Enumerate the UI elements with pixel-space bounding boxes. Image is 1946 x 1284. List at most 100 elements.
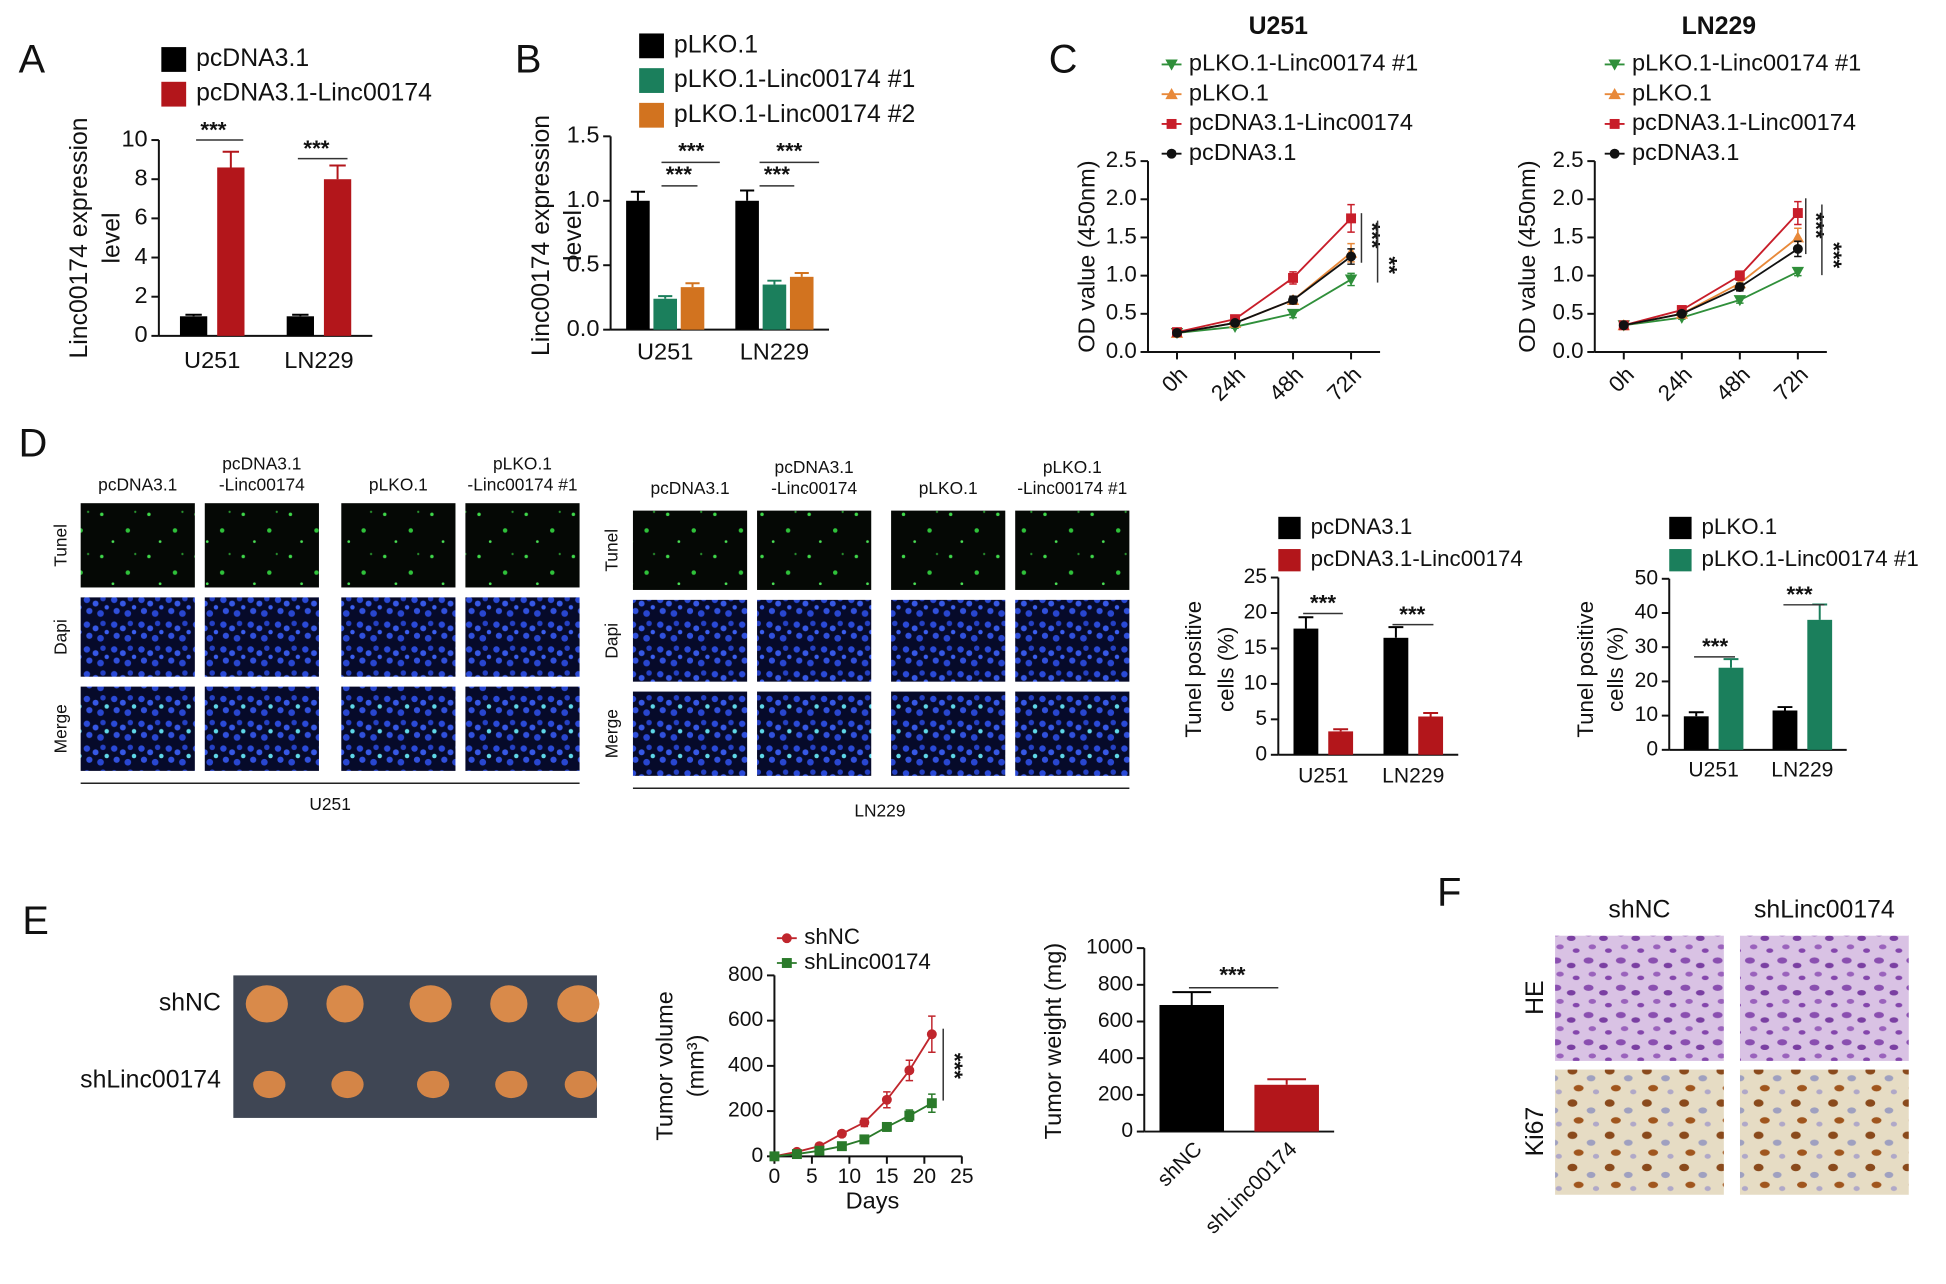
y-tick-label: 20 — [1635, 669, 1658, 692]
y-tick-label: 200 — [728, 1099, 763, 1122]
marker — [926, 1098, 937, 1109]
row-label: Merge — [51, 704, 71, 753]
x-tick-label: U251 — [1298, 765, 1348, 788]
marker — [1734, 270, 1745, 281]
y-axis-label: level — [98, 212, 125, 263]
error-bar — [685, 282, 700, 288]
legend-label: pcDNA3.1 — [1632, 139, 1739, 165]
legend-label: pLKO.1-Linc00174 #1 — [1189, 50, 1418, 76]
y-axis-label: level — [560, 210, 587, 261]
legend-swatch — [1278, 549, 1301, 572]
x-tick-label: U251 — [1688, 758, 1738, 781]
legend-swatch — [161, 47, 187, 72]
series-line — [1176, 255, 1352, 334]
marker — [1618, 320, 1629, 331]
tumor — [331, 1070, 364, 1099]
series-line — [1623, 212, 1799, 327]
y-axis-label: Tumor volume — [652, 991, 678, 1141]
marker — [926, 1029, 937, 1040]
group-label: LN229 — [854, 800, 905, 820]
column-label: -Linc00174 — [771, 478, 857, 498]
column-label: pLKO.1 — [1043, 457, 1102, 477]
panel-letter: D — [19, 422, 48, 466]
y-tick-label: 5 — [1255, 707, 1267, 730]
marker — [1230, 318, 1240, 328]
column-label: -Linc00174 #1 — [467, 474, 577, 494]
y-tick-label: 2 — [135, 282, 148, 308]
y-tick-label: 1.5 — [1106, 223, 1137, 248]
error-bar — [794, 271, 809, 277]
micrograph — [1015, 599, 1130, 682]
bar — [626, 200, 650, 330]
column-label: pLKO.1 — [919, 478, 978, 498]
error-bar — [222, 150, 240, 168]
column-label: pLKO.1 — [369, 474, 428, 494]
y-tick-label: 0.0 — [1106, 338, 1137, 363]
significance: *** — [1219, 963, 1245, 988]
legend-label: pLKO.1 — [674, 31, 758, 58]
error-bar — [767, 279, 782, 285]
bar — [1418, 716, 1444, 755]
marker — [1165, 59, 1178, 71]
chart-title: LN229 — [1682, 13, 1756, 40]
marker — [814, 1145, 825, 1156]
y-tick-label: 600 — [1098, 1009, 1133, 1032]
x-tick-label: shLinc00174 — [1201, 1137, 1302, 1238]
tumor — [245, 985, 288, 1023]
marker — [1609, 148, 1620, 159]
series-line — [1623, 270, 1799, 327]
micrograph — [1015, 691, 1130, 776]
y-tick-label: 1.5 — [567, 122, 600, 148]
tumor — [564, 1070, 597, 1099]
y-tick-label: 600 — [728, 1008, 763, 1031]
marker — [881, 1094, 892, 1105]
marker — [836, 1141, 847, 1152]
y-tick-label: 0 — [135, 321, 148, 347]
marker — [1676, 308, 1687, 319]
micrograph — [891, 691, 1006, 776]
error-bar — [1688, 711, 1704, 717]
bar — [286, 316, 314, 336]
y-axis-label: Linc00174 expression — [528, 115, 555, 356]
bar — [217, 167, 245, 336]
bar — [1293, 628, 1319, 755]
y-tick-label: 10 — [121, 125, 147, 151]
marker — [1608, 59, 1621, 71]
marker — [1791, 231, 1805, 243]
significance: *** — [1787, 582, 1813, 607]
bar — [1683, 716, 1709, 750]
x-axis-label: Days — [846, 1187, 900, 1213]
y-tick-label: 6 — [135, 204, 148, 230]
chart-title: U251 — [1249, 13, 1309, 40]
y-tick-label: 0 — [1646, 737, 1658, 760]
x-tick-label: 24h — [1206, 362, 1250, 406]
marker — [881, 1121, 892, 1132]
y-tick-label: 400 — [728, 1053, 763, 1076]
legend-swatch — [1669, 516, 1692, 540]
legend-label: pLKO.1-Linc00174 #1 — [1702, 546, 1919, 571]
significance: *** — [1399, 602, 1425, 627]
legend-label: pLKO.1 — [1702, 514, 1778, 539]
micrograph — [632, 599, 748, 682]
series-line — [1623, 248, 1799, 327]
y-axis-label: Tumor weight (mg) — [1040, 943, 1066, 1140]
marker — [859, 1134, 870, 1145]
legend-swatch — [639, 68, 664, 93]
micrograph — [1555, 1069, 1724, 1195]
series-line — [1623, 236, 1799, 327]
y-axis-label: OD value (450nm) — [1514, 160, 1540, 352]
series-line — [1176, 278, 1352, 334]
micrograph — [1015, 510, 1130, 590]
error-bar — [292, 313, 309, 317]
marker — [1608, 87, 1621, 100]
legend-label: pcDNA3.1 — [1311, 514, 1413, 539]
y-tick-label: 25 — [1244, 565, 1267, 588]
column-label: pcDNA3.1 — [775, 457, 854, 477]
error-bar — [1333, 728, 1349, 732]
bar — [1328, 731, 1354, 755]
tumor — [557, 985, 600, 1023]
marker — [1346, 251, 1357, 262]
micrograph — [80, 597, 195, 677]
micrograph — [80, 686, 195, 771]
